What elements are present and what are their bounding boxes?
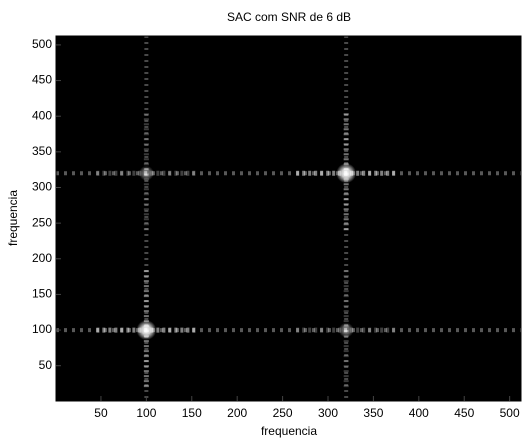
y-tick-label: 400 — [32, 108, 52, 122]
x-tick-label: 250 — [273, 406, 293, 420]
plot-frame — [55, 35, 522, 402]
y-tick-label: 200 — [32, 251, 52, 265]
x-tick-label: 50 — [94, 406, 108, 420]
peak — [338, 322, 354, 338]
y-tick-label: 500 — [32, 37, 52, 51]
y-axis-label: frequencia — [6, 190, 20, 246]
peak — [138, 165, 154, 181]
x-tick-label: 400 — [409, 406, 429, 420]
x-axis-label: frequencia — [261, 424, 317, 438]
x-tick-label: 350 — [363, 406, 383, 420]
y-tick-label: 100 — [32, 322, 52, 336]
x-tick-label: 450 — [454, 406, 474, 420]
y-tick-label: 250 — [32, 215, 52, 229]
y-tick-label: 150 — [32, 287, 52, 301]
plot-background — [56, 36, 521, 401]
x-tick-label: 300 — [318, 406, 338, 420]
peak — [336, 163, 357, 184]
x-tick-label: 100 — [136, 406, 156, 420]
x-tick-label: 200 — [227, 406, 247, 420]
y-tick-label: 300 — [32, 180, 52, 194]
y-tick-label: 50 — [39, 358, 53, 372]
peak — [136, 320, 157, 341]
x-tick-label: 150 — [182, 406, 202, 420]
y-tick-label: 450 — [32, 73, 52, 87]
chart-title: SAC com SNR de 6 dB — [227, 10, 351, 24]
x-tick-label: 500 — [500, 406, 520, 420]
y-tick-label: 350 — [32, 144, 52, 158]
